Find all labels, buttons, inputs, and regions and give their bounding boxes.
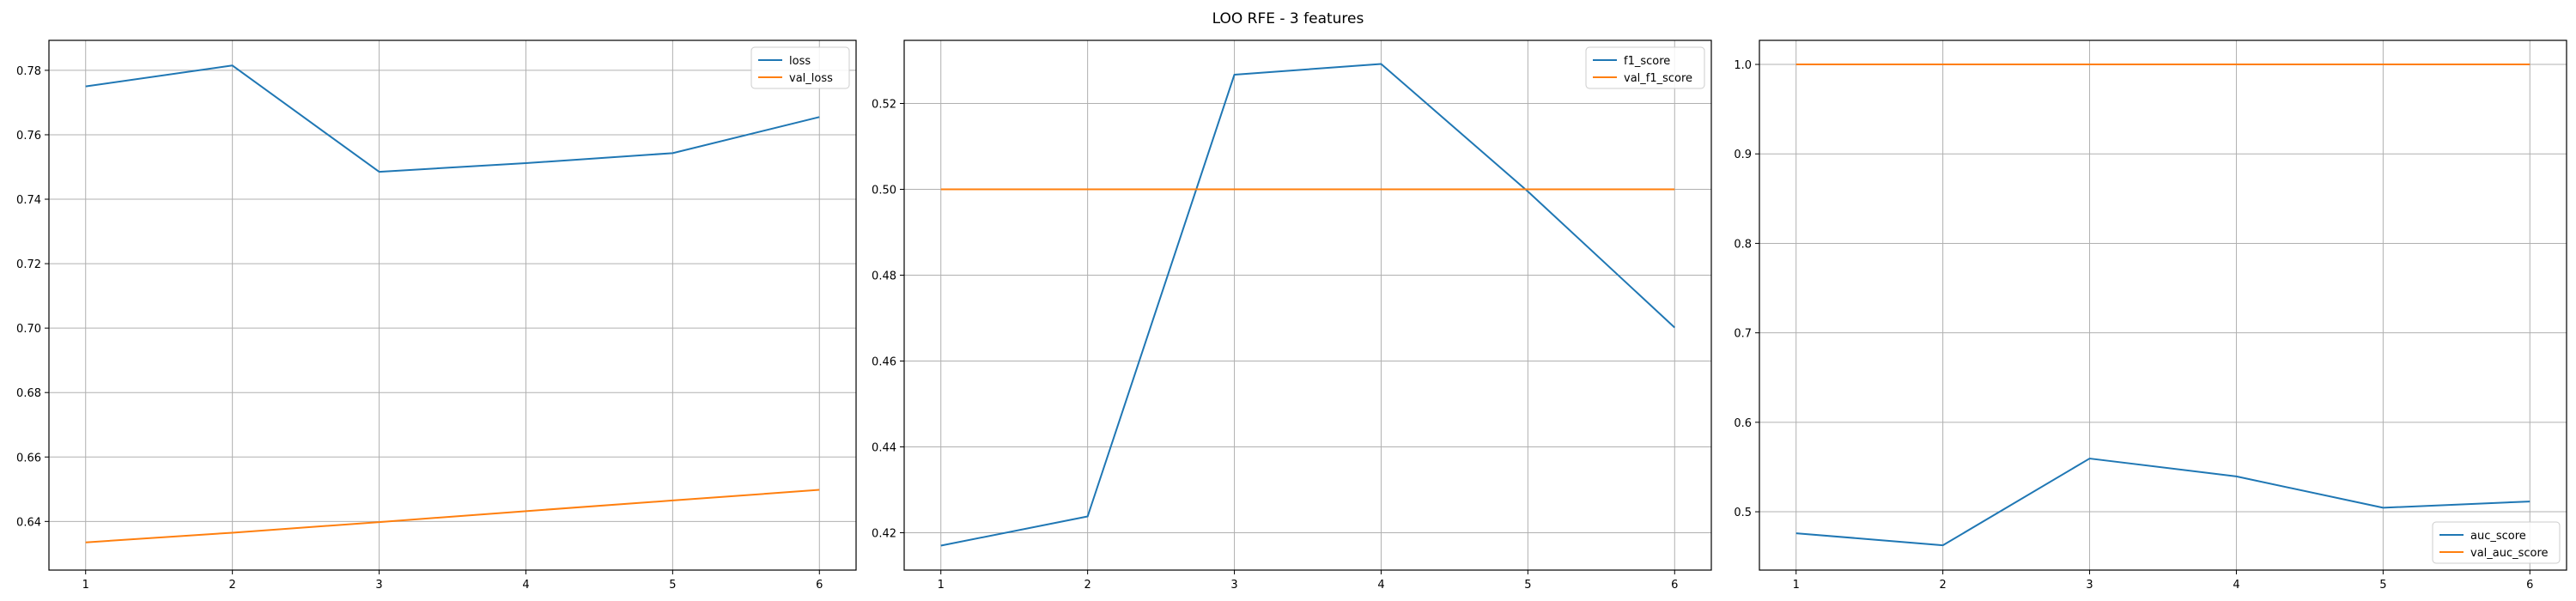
x-tick-label: 1 bbox=[938, 579, 945, 592]
plot-area bbox=[904, 40, 1711, 570]
series-line-val-loss bbox=[85, 489, 820, 543]
x-tick-label: 6 bbox=[2526, 579, 2533, 592]
axes-frame bbox=[48, 39, 857, 571]
x-tick-label: 4 bbox=[522, 579, 529, 592]
y-tick-label: 0.70 bbox=[16, 323, 41, 336]
x-tick-label: 1 bbox=[82, 579, 89, 592]
y-tick-label: 0.8 bbox=[1734, 238, 1752, 251]
x-tick-label: 4 bbox=[2233, 579, 2239, 592]
y-tick-label: 0.5 bbox=[1734, 507, 1752, 519]
y-tick-label: 0.76 bbox=[16, 130, 41, 143]
y-tick-label: 0.52 bbox=[872, 99, 896, 112]
axes-frame bbox=[903, 39, 1712, 571]
y-tick-label: 0.64 bbox=[16, 516, 41, 529]
legend-label-auc-score: auc_score bbox=[2470, 530, 2526, 543]
x-tick-label: 6 bbox=[816, 579, 823, 592]
y-tick-label: 0.6 bbox=[1734, 417, 1752, 430]
axes-frame bbox=[1759, 39, 2567, 571]
x-tick-label: 3 bbox=[1230, 579, 1237, 592]
legend-label-val-auc-score: val_auc_score bbox=[2470, 547, 2549, 560]
y-tick-label: 0.78 bbox=[16, 65, 41, 78]
legend-label-f1-score: f1_score bbox=[1624, 55, 1670, 68]
y-tick-label: 0.7 bbox=[1734, 328, 1752, 341]
y-tick-label: 1.0 bbox=[1734, 59, 1752, 72]
series-line-loss bbox=[85, 64, 820, 173]
x-tick-label: 2 bbox=[1939, 579, 1946, 592]
x-tick-label: 3 bbox=[375, 579, 382, 592]
x-tick-label: 1 bbox=[1793, 579, 1800, 592]
x-tick-label: 2 bbox=[228, 579, 235, 592]
series-line-f1-score bbox=[940, 63, 1675, 547]
figure-title: LOO RFE - 3 features bbox=[1212, 10, 1364, 27]
series-line-auc-score bbox=[1795, 458, 2530, 547]
x-tick-label: 3 bbox=[2086, 579, 2093, 592]
y-tick-label: 0.46 bbox=[872, 356, 896, 369]
plot-area bbox=[1759, 40, 2567, 570]
y-tick-label: 0.44 bbox=[872, 442, 896, 455]
x-tick-label: 2 bbox=[1084, 579, 1091, 592]
legend-box bbox=[2432, 521, 2561, 564]
chart-panel-f1-score: 1 2 3 4 5 6 0.42 0.44 0.46 0.48 0.50 0.52 f1_scoreva… bbox=[872, 39, 1712, 592]
x-tick-label: 4 bbox=[1377, 579, 1384, 592]
y-tick-label: 0.50 bbox=[872, 185, 896, 197]
chart-panel-loss: 1 2 3 4 5 6 0.64 0.66 0.68 0.70 0.72 0.74 0.76 0.78 lo… bbox=[16, 39, 857, 592]
x-tick-label: 5 bbox=[669, 579, 676, 592]
y-tick-label: 0.72 bbox=[16, 258, 41, 271]
y-tick-label: 0.9 bbox=[1734, 149, 1752, 161]
x-tick-label: 6 bbox=[1671, 579, 1678, 592]
y-tick-label: 0.48 bbox=[872, 270, 896, 283]
chart-panel-auc-score: 1 2 3 4 5 6 0.5 0.6 0.7 0.8 0.9 1.0 auc_score val_auc… bbox=[1734, 39, 2567, 592]
y-tick-label: 0.74 bbox=[16, 194, 41, 207]
x-tick-label: 5 bbox=[2379, 579, 2386, 592]
legend-label-val-f1-score: val_f1_score bbox=[1624, 72, 1692, 85]
x-tick-label: 5 bbox=[1524, 579, 1531, 592]
y-tick-label: 0.68 bbox=[16, 387, 41, 400]
plot-area bbox=[49, 40, 856, 570]
legend-label-val-loss: val_loss bbox=[789, 72, 833, 85]
legend-label-loss: loss bbox=[789, 55, 811, 68]
y-tick-label: 0.42 bbox=[872, 528, 896, 541]
y-tick-label: 0.66 bbox=[16, 452, 41, 464]
